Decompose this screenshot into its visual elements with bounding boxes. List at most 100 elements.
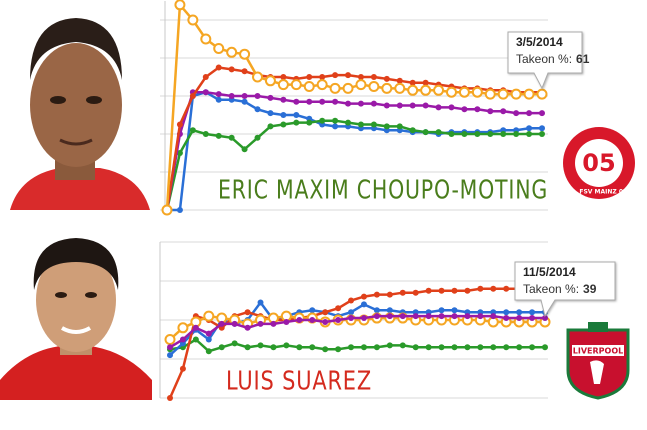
data-point xyxy=(451,313,458,320)
data-point xyxy=(487,131,494,137)
data-point xyxy=(529,315,536,322)
tooltip-value: 39 xyxy=(583,282,597,296)
tooltip: 11/5/2014 Takeon %: 39 xyxy=(514,261,616,318)
data-point xyxy=(422,79,429,86)
data-point xyxy=(464,313,471,320)
data-point xyxy=(290,79,302,91)
data-point xyxy=(202,89,209,96)
data-point xyxy=(370,100,377,107)
data-point xyxy=(348,309,355,316)
data-point xyxy=(503,344,510,351)
player-photo xyxy=(0,238,152,400)
data-point xyxy=(526,131,533,137)
data-point xyxy=(342,82,354,94)
charts: ERIC MAXIM CHOUPO-MOTING 3/5/2014 Takeon %… xyxy=(159,0,616,401)
data-point xyxy=(296,317,303,323)
data-point xyxy=(254,134,261,141)
data-point xyxy=(412,313,419,320)
data-point xyxy=(490,313,497,320)
data-point xyxy=(257,320,264,327)
data-point xyxy=(529,344,536,351)
data-point xyxy=(244,344,251,351)
tooltip-date: 11/5/2014 xyxy=(523,265,576,279)
data-point xyxy=(270,320,277,327)
data-point xyxy=(422,129,429,136)
data-point xyxy=(332,123,339,130)
data-point xyxy=(536,88,548,100)
svg-text:Takeon %:61: Takeon %: 61 xyxy=(516,52,590,66)
data-point xyxy=(458,86,470,98)
data-point xyxy=(254,93,261,99)
data-point xyxy=(316,79,328,91)
data-point xyxy=(448,104,455,111)
data-point xyxy=(280,96,287,103)
data-point xyxy=(422,102,429,109)
data-point xyxy=(202,74,209,80)
data-point xyxy=(497,88,509,100)
data-point xyxy=(420,84,432,96)
data-point xyxy=(322,318,329,325)
tooltip-label: Takeon %: xyxy=(516,52,572,66)
data-point xyxy=(309,317,316,323)
data-point xyxy=(516,315,523,322)
data-point xyxy=(335,346,342,353)
data-point xyxy=(484,88,496,100)
data-point xyxy=(451,307,458,314)
data-point xyxy=(539,125,545,132)
data-point xyxy=(319,117,326,124)
data-point xyxy=(409,79,416,86)
data-point xyxy=(205,330,212,337)
data-point xyxy=(438,344,445,351)
data-point xyxy=(399,313,406,320)
data-point xyxy=(335,317,342,323)
data-point xyxy=(348,297,355,304)
data-point xyxy=(360,315,367,322)
data-point xyxy=(435,104,442,111)
data-point xyxy=(425,287,432,294)
data-point xyxy=(477,313,484,320)
data-point xyxy=(529,309,536,316)
data-point xyxy=(383,123,390,130)
data-point xyxy=(513,131,520,137)
data-point xyxy=(332,98,339,105)
data-point xyxy=(360,301,367,308)
svg-text:Takeon %:39: Takeon %: 39 xyxy=(523,282,597,296)
data-point xyxy=(523,88,535,100)
data-point xyxy=(451,287,458,294)
data-point xyxy=(368,81,380,92)
data-point xyxy=(526,125,533,132)
series-line xyxy=(169,337,545,353)
data-point xyxy=(231,340,238,347)
data-point xyxy=(500,131,507,137)
data-point xyxy=(322,309,329,316)
data-point xyxy=(348,315,355,322)
data-point xyxy=(244,324,251,331)
logo-text: LIVERPOOL xyxy=(573,347,623,356)
data-point xyxy=(345,119,352,126)
data-point xyxy=(345,100,352,107)
player-name: LUIS SUAREZ xyxy=(226,367,372,397)
data-point xyxy=(445,86,457,98)
data-point xyxy=(179,365,186,372)
data-point xyxy=(306,119,313,126)
data-point xyxy=(167,344,173,351)
data-point xyxy=(461,131,468,137)
data-point xyxy=(203,310,215,322)
player-photo xyxy=(0,0,155,210)
data-point xyxy=(167,395,173,401)
data-point xyxy=(213,43,225,54)
logo-text: 1. FSV MAINZ 05 xyxy=(571,189,627,196)
data-point xyxy=(500,108,507,115)
data-point xyxy=(332,117,339,124)
data-point xyxy=(370,74,377,80)
data-point xyxy=(396,102,403,109)
data-point xyxy=(267,123,274,130)
data-point xyxy=(503,285,510,292)
data-point xyxy=(267,110,274,117)
tooltip-box xyxy=(507,31,583,90)
data-point xyxy=(228,66,235,73)
data-point xyxy=(241,68,248,75)
club-logo: 05 1. FSV MAINZ 05 xyxy=(563,127,635,199)
data-point xyxy=(283,318,290,325)
data-point xyxy=(257,299,264,306)
